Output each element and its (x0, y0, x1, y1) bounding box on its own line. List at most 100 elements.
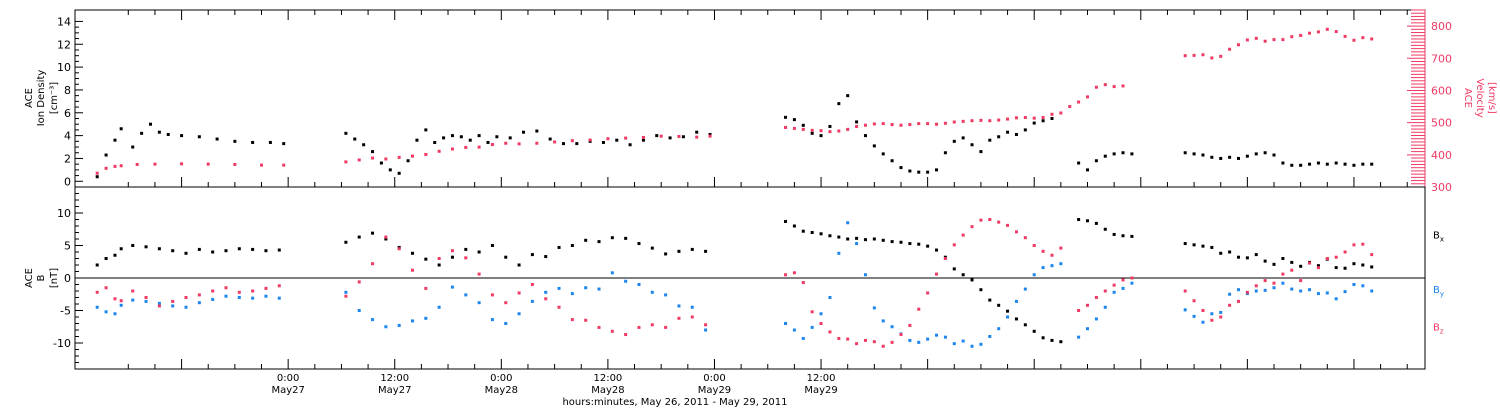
density-point (819, 134, 823, 138)
b-by-point (224, 294, 228, 298)
density-point (872, 144, 876, 148)
density-point (970, 143, 974, 147)
b-tick-label: -10 (53, 337, 71, 350)
velocity-point (1219, 54, 1223, 58)
b-bz-point (224, 286, 228, 290)
b-bx-point (1236, 255, 1240, 259)
b-by-point (131, 298, 135, 302)
b-bx-point (1130, 234, 1134, 238)
b-bz-point (184, 296, 188, 299)
b-by-point (819, 312, 823, 316)
b-bz-point (557, 305, 561, 309)
b-tick-label: -5 (60, 305, 71, 318)
b-bx-point (530, 253, 534, 257)
b-by-point (1006, 315, 1010, 319)
b-bz-point (935, 272, 939, 276)
b-bx-point (197, 247, 201, 251)
b-bx-point (1032, 329, 1036, 333)
b-by-point (1112, 290, 1116, 294)
b-bx-point (624, 236, 628, 240)
b-bx-point (1210, 245, 1214, 249)
velocity-point (606, 137, 610, 141)
b-by-point (1308, 288, 1312, 292)
velocity-tick-label: 700 (1431, 52, 1452, 65)
b-bz-point (437, 257, 441, 260)
b-bx-point (1316, 264, 1320, 268)
b-bz-point (801, 281, 805, 285)
legend-bz: Bz (1433, 323, 1444, 336)
density-axis-ticks: 0 2 4 6 8 10 12 14 (57, 15, 83, 188)
b-by-point (997, 327, 1001, 331)
b-bx-point (1112, 232, 1116, 236)
b-by-point (504, 322, 508, 325)
density-point (1041, 119, 1045, 123)
b-bx-point (610, 236, 614, 240)
b-bz-point (1032, 244, 1036, 247)
b-bx-point (211, 250, 215, 254)
density-point (784, 115, 788, 119)
density-label-unit: [cm⁻³] (49, 82, 60, 114)
b-bx-point (1263, 259, 1267, 263)
velocity-label-ace: ACE (1462, 88, 1473, 108)
velocity-point (792, 126, 796, 130)
b-bz-point (1103, 289, 1107, 293)
density-point (119, 127, 123, 131)
b-bz-point (1183, 289, 1187, 293)
velocity-point (1263, 39, 1267, 43)
b-bx-point (1201, 244, 1205, 248)
b-by-point (1325, 291, 1329, 295)
b-by-point (917, 340, 921, 344)
b-bx-point (979, 288, 983, 292)
b-by-point (881, 319, 885, 323)
velocity-point (1210, 56, 1214, 60)
b-bz-point (899, 333, 903, 337)
b-bx-point (1183, 242, 1187, 246)
velocity-point (1290, 35, 1294, 39)
density-point (406, 159, 410, 163)
b-bx-point (584, 238, 588, 242)
b-by-point (704, 328, 708, 332)
b-bz-point (664, 325, 668, 329)
velocity-point (943, 121, 947, 125)
b-bz-point (477, 272, 481, 276)
b-bx-point (1254, 253, 1258, 257)
density-point (1352, 163, 1356, 167)
density-point (424, 128, 428, 132)
b-bx-point (917, 242, 921, 246)
b-by-point (1210, 312, 1214, 316)
b-by-point (584, 286, 588, 290)
b-bz-point (1121, 278, 1125, 282)
b-bz-point (908, 323, 912, 327)
b-by-point (952, 342, 956, 346)
density-point (890, 159, 894, 163)
density-point (1245, 154, 1249, 158)
b-by-point (664, 293, 668, 297)
density-point (371, 150, 375, 154)
b-bz-point (1263, 279, 1267, 283)
density-point (997, 135, 1001, 139)
velocity-point (881, 122, 885, 126)
time-tick-label: 12:00 (807, 373, 836, 384)
b-bz-point (943, 257, 947, 260)
b-bz-point (119, 299, 123, 303)
b-bz-point (1281, 272, 1285, 276)
b-bz-point (1041, 249, 1045, 253)
b-bz-point (637, 325, 641, 329)
b-bz-point (961, 233, 965, 237)
date-tick-label: May27 (271, 385, 304, 396)
velocity-point (828, 130, 832, 134)
b-bz-point (1228, 303, 1232, 307)
b-by-point (1361, 284, 1365, 288)
b-bx-point (1281, 257, 1285, 260)
density-tick-label: 12 (57, 38, 71, 51)
b-tick-label: 0 (64, 272, 71, 285)
velocity-point (1041, 115, 1045, 119)
b-bx-point (637, 242, 641, 246)
velocity-point (135, 162, 139, 166)
velocity-point (641, 135, 645, 139)
density-point (1219, 156, 1223, 160)
b-bz-point (95, 290, 99, 294)
b-bz-point (397, 247, 401, 251)
density-point (131, 145, 135, 149)
b-by-point (810, 325, 814, 329)
